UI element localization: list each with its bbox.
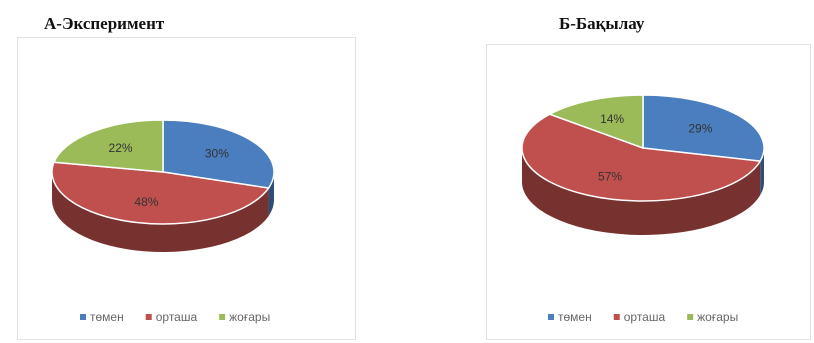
pie-label-жоғары: 14% — [600, 112, 624, 126]
legend-item-жоғары: жоғары — [219, 310, 270, 324]
pie-side-төмен — [268, 172, 274, 217]
legend-label: жоғары — [229, 310, 270, 324]
pie-slice-жоғары — [547, 94, 644, 150]
pie-slice-төмен — [642, 94, 765, 162]
pie-slice-орташа — [521, 113, 762, 202]
legend-marker — [145, 314, 152, 320]
chart-a-title: А-Эксперимент — [44, 14, 165, 33]
legend-label: төмен — [90, 310, 124, 324]
legend-marker — [613, 314, 620, 320]
pie-label-жоғары: 22% — [109, 141, 133, 155]
legend-item-орташа: орташа — [145, 310, 198, 324]
legend-item-төмен: төмен — [548, 310, 592, 324]
pie-slice-төмен — [162, 119, 275, 189]
legend-marker — [80, 314, 86, 320]
pie-label-орташа: 57% — [598, 169, 622, 183]
legend-label: орташа — [156, 310, 198, 324]
legend-label: төмен — [558, 310, 592, 324]
legend-marker — [219, 314, 226, 320]
legend-item-орташа: орташа — [613, 310, 666, 324]
pie-label-төмен: 30% — [205, 147, 229, 161]
pie-label-төмен: 29% — [688, 122, 712, 136]
legend-item-төмен: төмен — [80, 310, 124, 324]
legend-marker — [548, 314, 554, 320]
legend-label: орташа — [624, 310, 666, 324]
pie-slice-жоғары — [52, 119, 164, 173]
legend-item-жоғары: жоғары — [687, 310, 738, 324]
pie-side-орташа — [522, 148, 761, 235]
pie-side-орташа — [52, 172, 269, 253]
chart-b-title: Б-Бақылау — [559, 14, 645, 33]
pie-label-орташа: 48% — [134, 195, 158, 209]
pie-slice-орташа — [51, 161, 270, 225]
legend-marker — [687, 314, 694, 320]
legend-label: жоғары — [697, 310, 738, 324]
chart-a-side-walls — [52, 172, 274, 253]
